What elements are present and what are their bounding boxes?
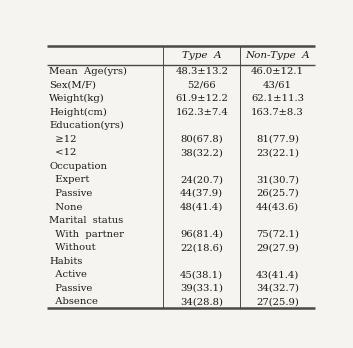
Text: None: None [49, 203, 83, 212]
Text: 61.9±12.2: 61.9±12.2 [175, 94, 228, 103]
Text: 44(43.6): 44(43.6) [256, 203, 299, 212]
Text: 62.1±11.3: 62.1±11.3 [251, 94, 304, 103]
Text: Active: Active [49, 270, 87, 279]
Text: 162.3±7.4: 162.3±7.4 [175, 108, 228, 117]
Text: 27(25.9): 27(25.9) [256, 297, 299, 306]
Text: Expert: Expert [49, 175, 89, 184]
Text: 34(28.8): 34(28.8) [180, 297, 223, 306]
Text: 43(41.4): 43(41.4) [256, 270, 299, 279]
Text: With  partner: With partner [49, 230, 124, 238]
Text: 52/66: 52/66 [187, 81, 216, 90]
Text: ≥12: ≥12 [49, 135, 77, 144]
Text: 48.3±13.2: 48.3±13.2 [175, 67, 228, 76]
Text: Education(yrs): Education(yrs) [49, 121, 124, 130]
Text: 81(77.9): 81(77.9) [256, 135, 299, 144]
Text: Sex(M/F): Sex(M/F) [49, 81, 96, 90]
Text: Marital  status: Marital status [49, 216, 123, 225]
Text: 96(81.4): 96(81.4) [180, 230, 223, 238]
Text: 45(38.1): 45(38.1) [180, 270, 223, 279]
Text: Height(cm): Height(cm) [49, 108, 107, 117]
Text: Passive: Passive [49, 189, 92, 198]
Text: 26(25.7): 26(25.7) [256, 189, 299, 198]
Text: 43/61: 43/61 [263, 81, 292, 90]
Text: Passive: Passive [49, 284, 92, 293]
Text: 46.0±12.1: 46.0±12.1 [251, 67, 304, 76]
Text: 22(18.6): 22(18.6) [180, 243, 223, 252]
Text: 39(33.1): 39(33.1) [180, 284, 223, 293]
Text: 163.7±8.3: 163.7±8.3 [251, 108, 304, 117]
Text: Non-Type  A: Non-Type A [245, 51, 310, 60]
Text: Without: Without [49, 243, 96, 252]
Text: 38(32.2): 38(32.2) [180, 149, 223, 157]
Text: 24(20.7): 24(20.7) [180, 175, 223, 184]
Text: 48(41.4): 48(41.4) [180, 203, 223, 212]
Text: 80(67.8): 80(67.8) [180, 135, 223, 144]
Text: Type  A: Type A [182, 51, 221, 60]
Text: 23(22.1): 23(22.1) [256, 149, 299, 157]
Text: Mean  Age(yrs): Mean Age(yrs) [49, 67, 127, 77]
Text: 44(37.9): 44(37.9) [180, 189, 223, 198]
Text: 34(32.7): 34(32.7) [256, 284, 299, 293]
Text: Absence: Absence [49, 297, 98, 306]
Text: 75(72.1): 75(72.1) [256, 230, 299, 238]
Text: Habits: Habits [49, 256, 82, 266]
Text: Weight(kg): Weight(kg) [49, 94, 105, 103]
Text: Occupation: Occupation [49, 162, 107, 171]
Text: <12: <12 [49, 149, 76, 157]
Text: 31(30.7): 31(30.7) [256, 175, 299, 184]
Text: 29(27.9): 29(27.9) [256, 243, 299, 252]
